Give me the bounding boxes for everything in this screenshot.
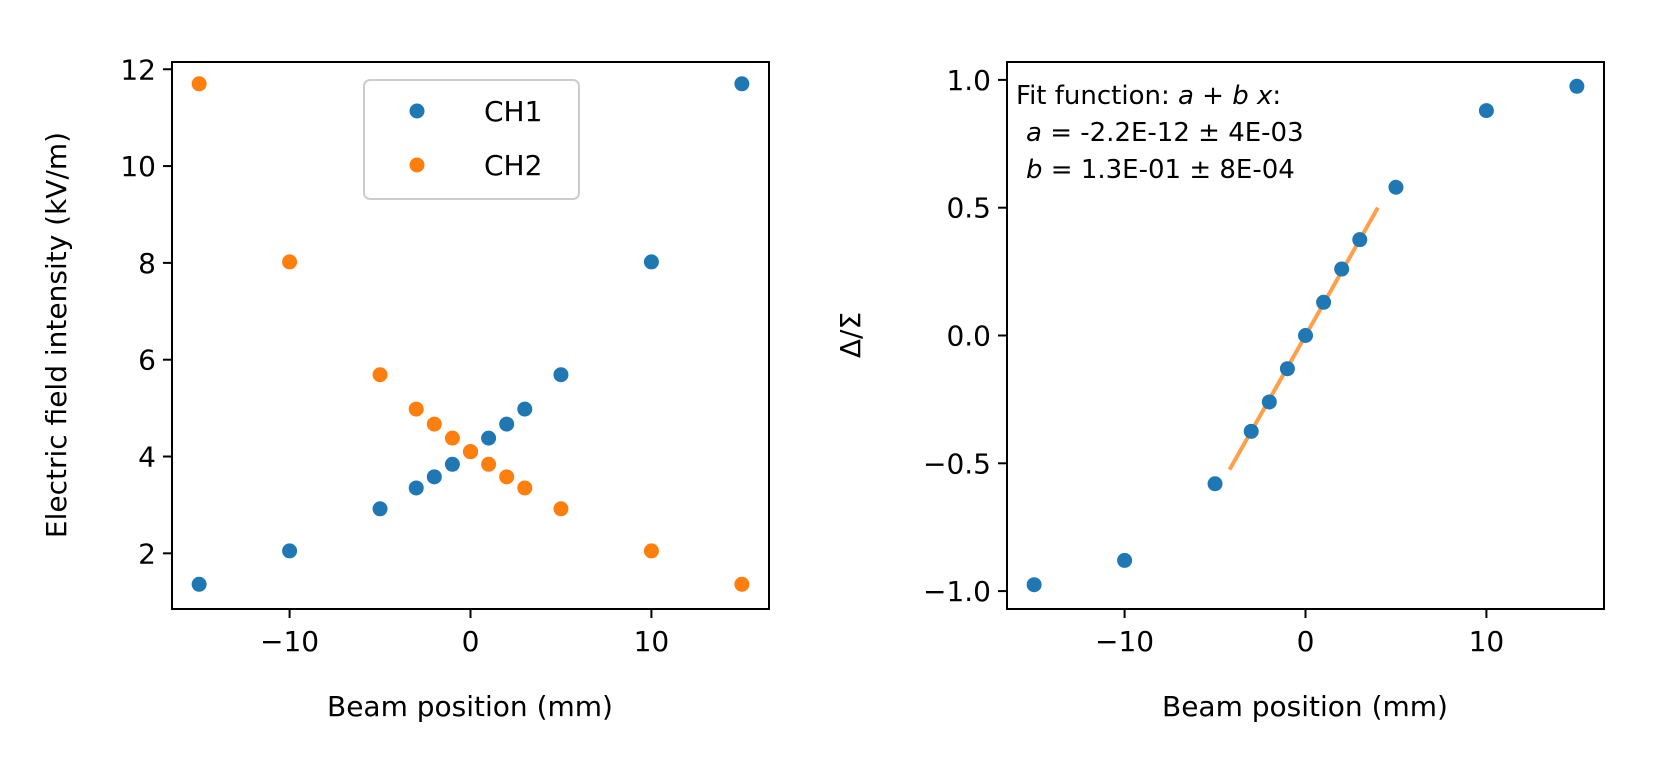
legend-box <box>363 79 580 200</box>
left-y-tick-label: 4 <box>138 441 156 474</box>
legend-label-ch1: CH1 <box>484 95 542 128</box>
right-x-axis-label: Beam position (mm) <box>1162 690 1448 723</box>
right-x-tick-label: 10 <box>1469 625 1505 658</box>
right-series-1-point <box>1207 476 1223 492</box>
left-ticks: −10 0 10 2 4 6 8 10 12 <box>120 53 669 658</box>
right-series-1-point <box>1026 577 1042 593</box>
left-ch2-point <box>191 76 207 92</box>
left-points <box>191 76 750 592</box>
left-ch1-point <box>499 416 515 432</box>
left-ch2-point <box>499 469 515 485</box>
fit-param-b-var: b <box>1026 155 1043 185</box>
right-points <box>1026 78 1585 593</box>
left-y-tick-label: 6 <box>138 344 156 377</box>
fit-param-b: b = 1.3E-01 ± 8E-04 <box>1026 155 1295 185</box>
right-x-tick-label: −10 <box>1095 625 1154 658</box>
left-y-tick-label: 8 <box>138 247 156 280</box>
right-y-axis-label: Δ/Σ <box>834 312 867 358</box>
left-ch1-point <box>553 367 569 383</box>
right-series-1-point <box>1261 394 1277 410</box>
right-series-1-point <box>1243 423 1259 439</box>
right-y-tick-label: −0.5 <box>923 447 991 480</box>
fit-param-b-value: = 1.3E-01 ± 8E-04 <box>1043 155 1295 185</box>
left-ch2-point <box>643 543 659 559</box>
right-series-1-point <box>1279 361 1295 377</box>
left-y-axis-label: Electric field intensity (kV/m) <box>40 132 73 538</box>
fit-function-suffix: : <box>1272 81 1281 111</box>
left-ch1-point <box>517 401 533 417</box>
left-x-tick-label: 10 <box>634 625 670 658</box>
fit-param-a-var: a <box>1026 118 1042 148</box>
fit-annotation: Fit function: a + b x: a = -2.2E-12 ± 4E… <box>1016 81 1304 185</box>
left-ch1-point <box>408 480 424 496</box>
right-series-1-point <box>1352 232 1368 248</box>
left-ch2-point <box>408 401 424 417</box>
left-chart: −10 0 10 2 4 6 8 10 12 Beam position (mm) Electr… <box>40 53 770 723</box>
right-y-tick-label: −1.0 <box>923 575 991 608</box>
left-ch2-point <box>734 576 750 592</box>
right-series-1-point <box>1478 103 1494 119</box>
left-ch1-point <box>372 501 388 517</box>
left-ch2-point <box>517 480 533 496</box>
left-y-tick-label: 2 <box>138 537 156 570</box>
left-y-tick-label: 12 <box>120 53 156 86</box>
right-series-1-point <box>1388 179 1404 195</box>
legend-label-ch2: CH2 <box>484 149 542 182</box>
right-y-tick-label: 1.0 <box>946 64 991 97</box>
left-x-axis-label: Beam position (mm) <box>327 690 613 723</box>
left-ch2-point <box>553 501 569 517</box>
left-ch2-point <box>426 416 442 432</box>
left-ch2-point <box>463 444 478 460</box>
right-y-tick-label: 0.5 <box>946 192 991 225</box>
left-ch2-point <box>282 254 298 270</box>
left-ch1-point <box>282 543 298 559</box>
right-series-1-point <box>1117 552 1133 568</box>
legend-marker-ch1 <box>409 103 425 119</box>
right-x-tick-label: 0 <box>1297 625 1315 658</box>
left-ch1-point <box>734 76 750 92</box>
left-ch1-point <box>643 254 659 270</box>
fit-function-prefix: Fit function: <box>1016 81 1178 111</box>
right-series-1-point <box>1298 328 1313 343</box>
legend: CH1 CH2 <box>363 79 580 200</box>
right-chart: −10 0 10 −1.0 −0.5 0.0 0.5 1.0 Beam position (m… <box>834 61 1605 723</box>
left-x-tick-label: −10 <box>260 625 319 658</box>
fit-function-math: a + b x <box>1178 81 1273 111</box>
legend-marker-ch2 <box>409 157 425 173</box>
left-ch2-point <box>444 430 460 446</box>
left-ch1-point <box>426 469 442 485</box>
left-ch1-point <box>191 576 207 592</box>
right-ticks: −10 0 10 −1.0 −0.5 0.0 0.5 1.0 <box>923 64 1504 658</box>
left-y-tick-label: 10 <box>120 150 156 183</box>
left-ch2-point <box>481 456 497 472</box>
fit-function-line: Fit function: a + b x: <box>1016 81 1281 111</box>
right-series-1-point <box>1569 78 1585 94</box>
left-x-tick-label: 0 <box>462 625 480 658</box>
right-series-1-point <box>1334 261 1350 277</box>
fit-param-a-value: = -2.2E-12 ± 4E-03 <box>1042 118 1304 148</box>
right-y-tick-label: 0.0 <box>946 320 991 353</box>
left-ch1-point <box>444 456 460 472</box>
left-ch2-point <box>372 367 388 383</box>
right-series-1-point <box>1316 294 1332 310</box>
fit-param-a: a = -2.2E-12 ± 4E-03 <box>1026 118 1304 148</box>
left-ch1-point <box>481 430 497 446</box>
